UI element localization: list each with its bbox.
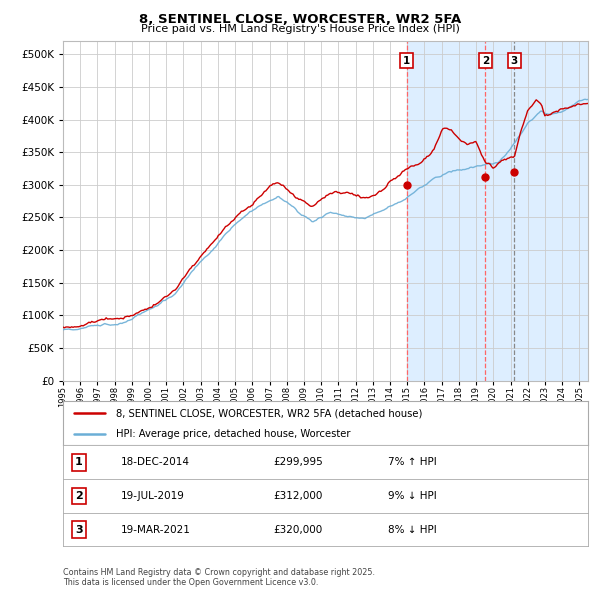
Text: Contains HM Land Registry data © Crown copyright and database right 2025.
This d: Contains HM Land Registry data © Crown c…	[63, 568, 375, 587]
Text: 3: 3	[511, 56, 518, 66]
Text: 18-DEC-2014: 18-DEC-2014	[121, 457, 190, 467]
Text: 8% ↓ HPI: 8% ↓ HPI	[389, 525, 437, 535]
Text: £320,000: £320,000	[273, 525, 322, 535]
Text: 1: 1	[403, 56, 410, 66]
Text: Price paid vs. HM Land Registry's House Price Index (HPI): Price paid vs. HM Land Registry's House …	[140, 24, 460, 34]
Text: 7% ↑ HPI: 7% ↑ HPI	[389, 457, 437, 467]
Text: HPI: Average price, detached house, Worcester: HPI: Average price, detached house, Worc…	[115, 428, 350, 438]
Text: 19-MAR-2021: 19-MAR-2021	[121, 525, 191, 535]
Text: 8, SENTINEL CLOSE, WORCESTER, WR2 5FA: 8, SENTINEL CLOSE, WORCESTER, WR2 5FA	[139, 13, 461, 26]
Text: 3: 3	[75, 525, 83, 535]
Text: 9% ↓ HPI: 9% ↓ HPI	[389, 491, 437, 501]
Text: 1: 1	[75, 457, 83, 467]
Text: 2: 2	[482, 56, 489, 66]
Text: £312,000: £312,000	[273, 491, 322, 501]
Text: £299,995: £299,995	[273, 457, 323, 467]
Text: 8, SENTINEL CLOSE, WORCESTER, WR2 5FA (detached house): 8, SENTINEL CLOSE, WORCESTER, WR2 5FA (d…	[115, 408, 422, 418]
Bar	[407, 41, 596, 381]
Text: 19-JUL-2019: 19-JUL-2019	[121, 491, 185, 501]
Text: 2: 2	[75, 491, 83, 501]
